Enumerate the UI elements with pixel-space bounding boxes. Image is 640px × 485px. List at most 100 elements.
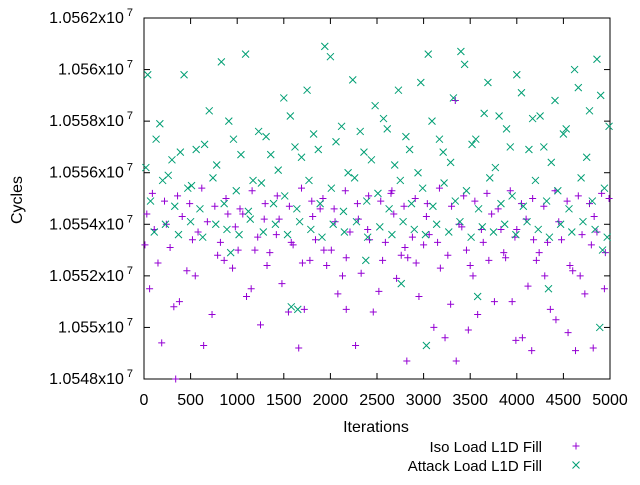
data-point: [528, 114, 537, 123]
plot-frame: [143, 17, 611, 380]
data-point: [194, 228, 202, 236]
data-point: [447, 300, 455, 308]
data-point: [422, 341, 431, 350]
data-point: [269, 199, 278, 208]
data-point: [403, 357, 411, 365]
data-point: [532, 256, 540, 264]
data-point: [556, 220, 565, 229]
x-tick-label: 0: [140, 392, 149, 409]
data-point: [535, 249, 543, 257]
y-tick-mantissa: 1.056x10: [58, 62, 124, 79]
data-point: [563, 197, 571, 205]
data-point: [295, 344, 303, 352]
x-tick-label: 5000: [592, 392, 628, 409]
data-point: [271, 220, 280, 229]
data-point: [552, 316, 560, 324]
data-point: [388, 230, 396, 239]
data-point: [574, 83, 583, 92]
data-point: [596, 91, 605, 100]
data-point: [200, 140, 209, 149]
data-point: [292, 204, 301, 213]
data-point: [508, 298, 516, 306]
data-point: [176, 148, 185, 156]
data-point: [440, 179, 448, 187]
data-point: [467, 233, 475, 242]
data-point: [229, 264, 237, 272]
data-point: [152, 135, 160, 144]
data-point: [397, 279, 406, 288]
data-point: [424, 50, 433, 58]
data-point: [519, 202, 528, 211]
data-point: [318, 233, 326, 242]
data-point: [314, 145, 323, 154]
data-point: [544, 284, 553, 293]
data-point: [531, 176, 540, 185]
data-point: [483, 189, 491, 197]
data-point: [525, 145, 533, 154]
data-point: [446, 158, 455, 167]
data-point: [283, 230, 292, 239]
data-point: [187, 181, 196, 190]
data-point: [468, 140, 476, 149]
data-point: [379, 256, 387, 264]
data-point: [316, 205, 324, 213]
data-point: [576, 272, 584, 280]
data-point: [436, 264, 444, 272]
data-point: [418, 184, 427, 193]
data-point: [361, 256, 370, 265]
data-point: [432, 220, 441, 229]
data-point: [589, 344, 597, 352]
data-point: [477, 225, 485, 233]
data-point: [150, 228, 159, 236]
data-point: [415, 292, 423, 300]
data-point: [367, 155, 376, 164]
data-point: [174, 230, 183, 239]
legend: Iso Load L1D Fill Attack Load L1D Fill: [408, 439, 580, 475]
data-point: [348, 76, 357, 84]
y-tick-exponent: 7: [127, 213, 133, 225]
data-point: [275, 215, 283, 223]
data-point: [497, 225, 505, 233]
data-point: [405, 145, 414, 154]
data-point: [192, 145, 201, 154]
data-point: [404, 254, 412, 262]
data-point: [452, 357, 460, 365]
data-point: [567, 228, 576, 236]
data-point: [183, 184, 192, 193]
data-point: [495, 112, 503, 120]
data-point: [180, 70, 188, 79]
data-point: [435, 184, 443, 192]
data-point: [396, 176, 405, 185]
data-point: [400, 202, 408, 210]
data-point: [506, 187, 514, 195]
data-point: [295, 217, 304, 226]
data-point: [158, 339, 166, 347]
legend-label-attack: Attack Load L1D Fill: [408, 458, 542, 475]
data-point: [371, 101, 379, 110]
data-point: [327, 246, 335, 254]
x-axis-title: Iterations: [343, 419, 409, 436]
data-point: [390, 210, 398, 218]
data-point: [231, 223, 239, 231]
data-point: [422, 213, 430, 221]
data-point: [362, 197, 371, 205]
data-point: [471, 135, 480, 144]
data-point: [590, 213, 598, 221]
data-point: [266, 249, 274, 257]
data-point: [148, 189, 156, 197]
data-point: [512, 230, 520, 239]
data-point: [569, 267, 577, 275]
data-point: [451, 197, 460, 205]
data-point: [198, 233, 207, 242]
data-point: [259, 228, 268, 236]
data-point: [146, 285, 154, 293]
data-point: [191, 272, 199, 280]
data-point: [558, 236, 566, 244]
data-point: [154, 259, 162, 267]
data-point: [435, 135, 444, 144]
y-tick-mantissa: 1.0554x10: [49, 216, 124, 233]
y-axis-title: Cycles: [9, 176, 26, 224]
data-point: [581, 290, 589, 298]
data-point: [170, 202, 179, 211]
